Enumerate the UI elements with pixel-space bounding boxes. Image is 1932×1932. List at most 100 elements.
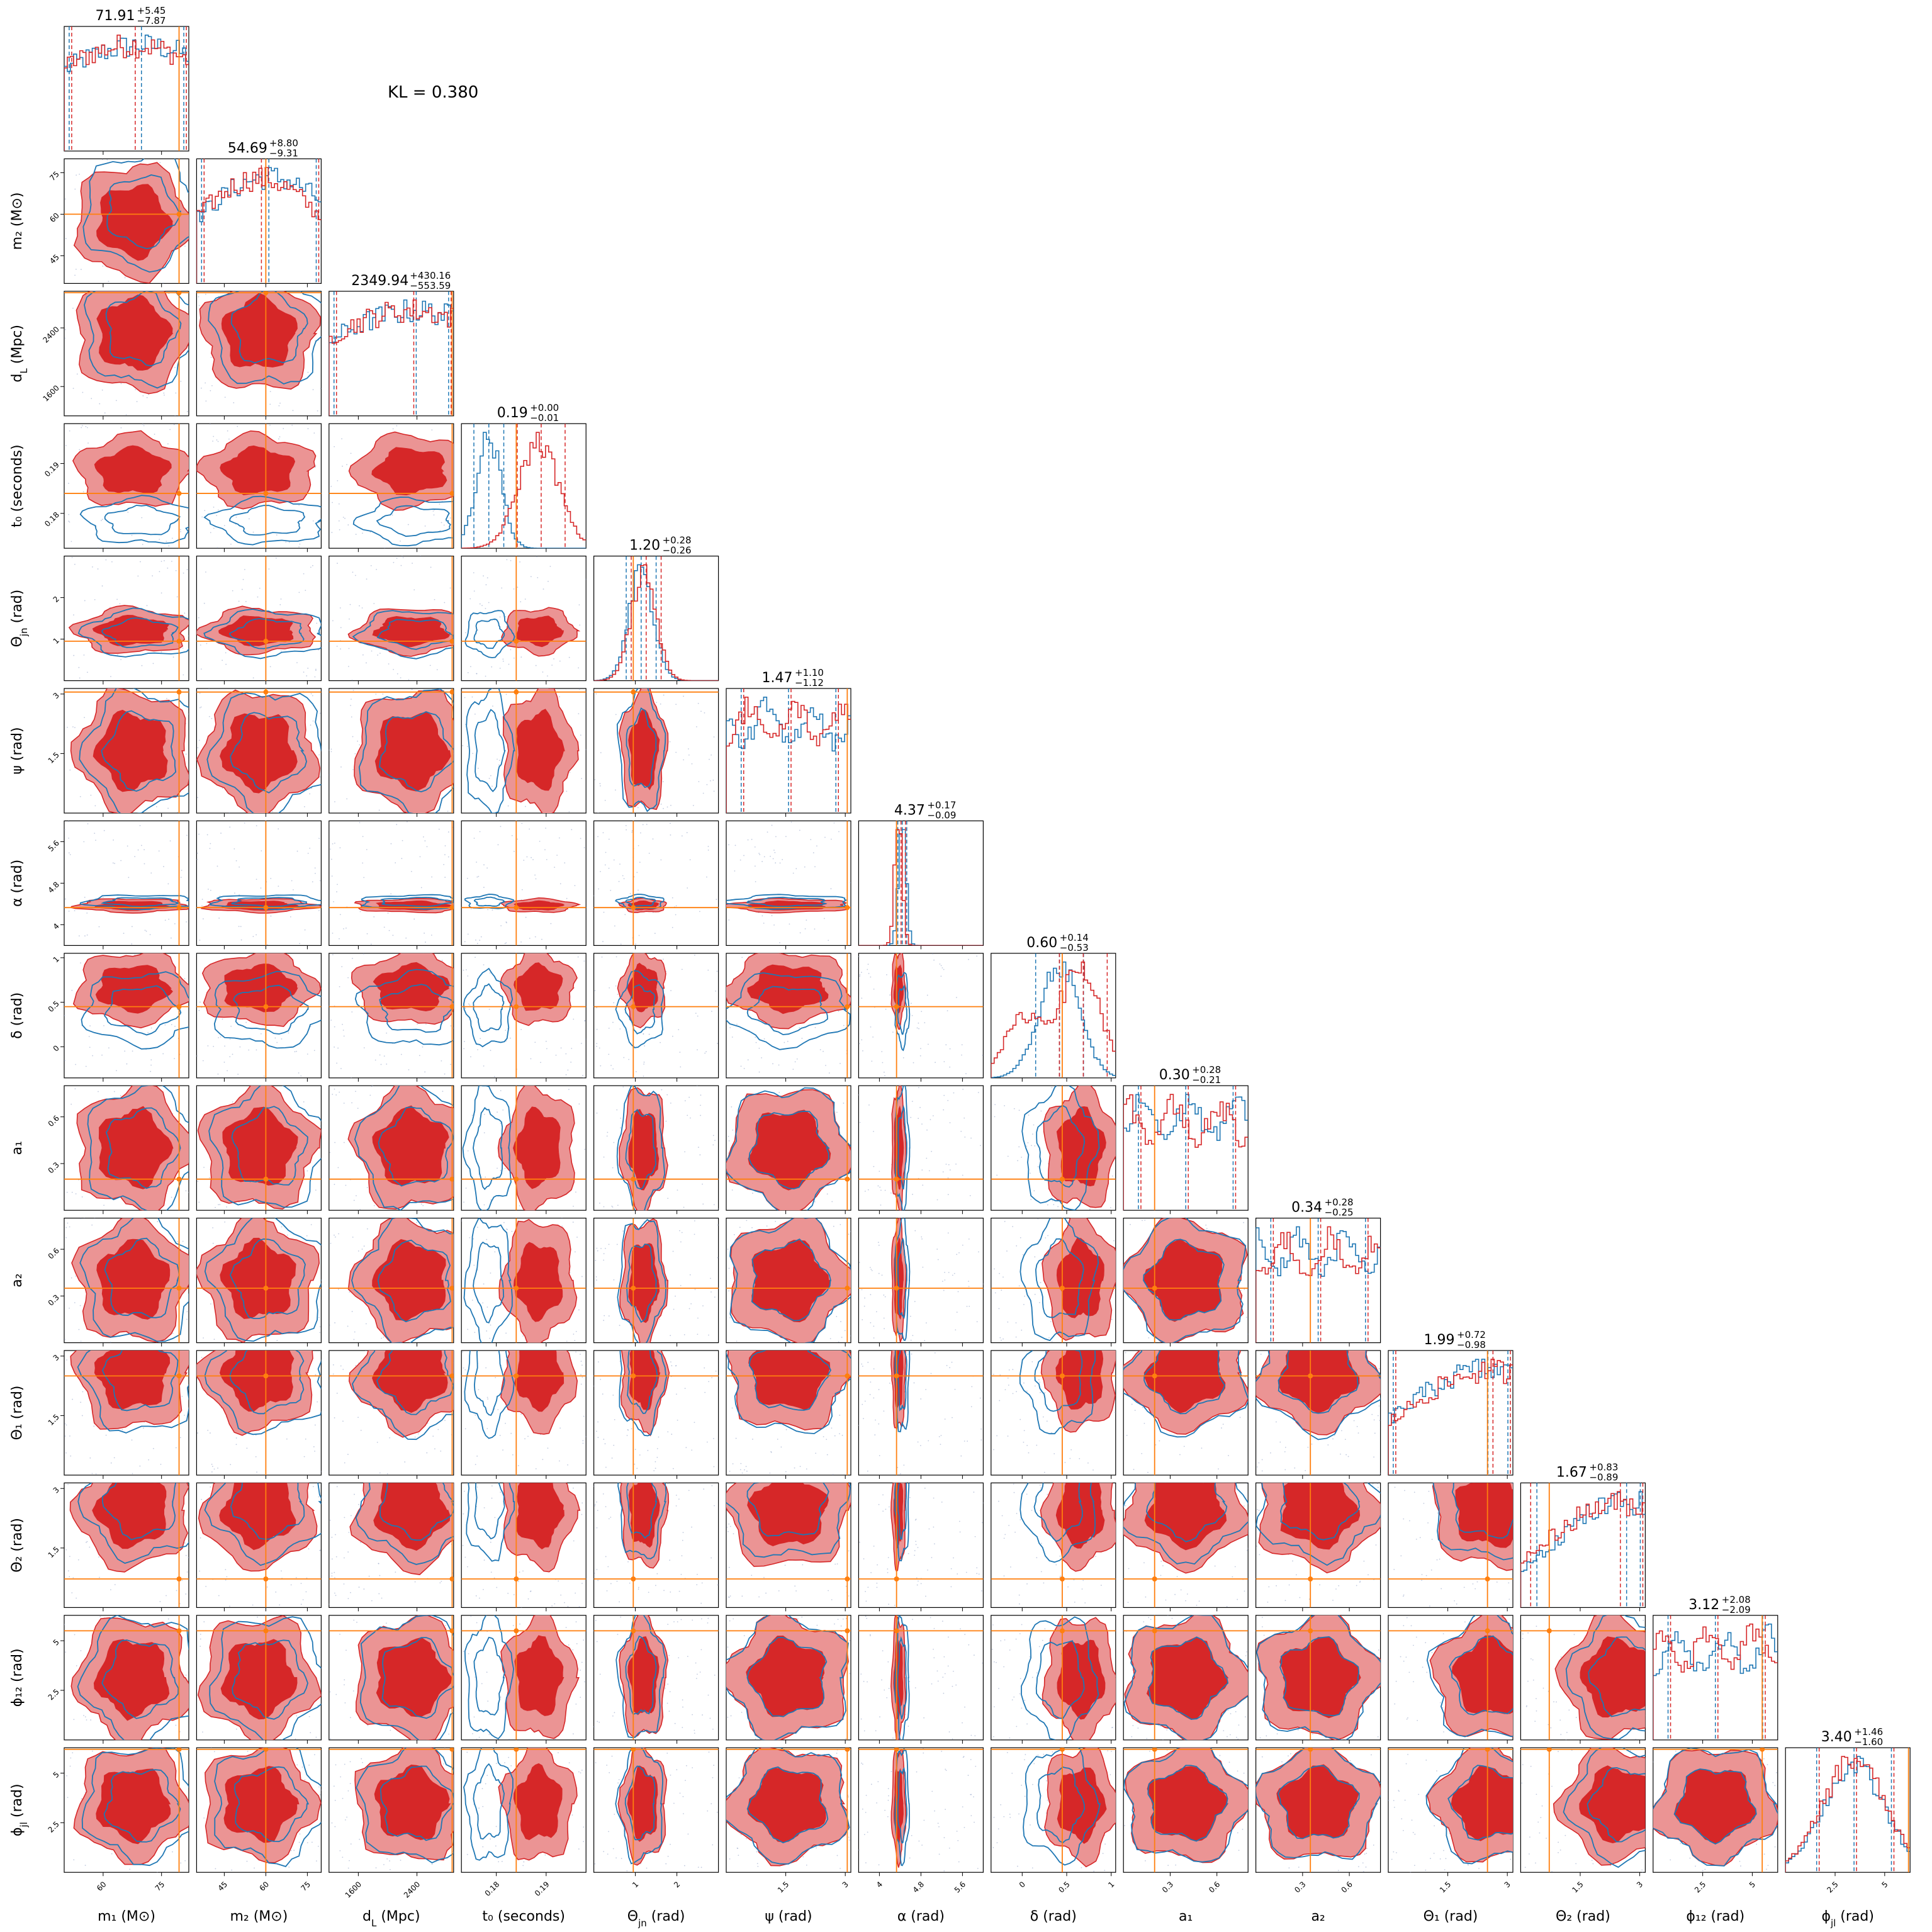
histogram-red-4	[593, 564, 719, 681]
contour-blue	[1035, 1640, 1085, 1719]
contour-panel-9-2	[329, 1217, 454, 1347]
contour-blue	[232, 1639, 308, 1720]
truth-point	[1152, 1628, 1157, 1634]
y-axis-label-9: a₂	[9, 1273, 25, 1287]
x-tick-label: 60	[95, 1880, 108, 1893]
x-tick-label: 0.18	[483, 1880, 502, 1898]
truth-point	[176, 1176, 182, 1182]
panel-title-10: 1.99	[1424, 1332, 1455, 1348]
truth-point	[894, 1628, 899, 1634]
x-axis-label-12: ϕ₁₂ (rad)	[1686, 1909, 1744, 1924]
panel-title-12: 3.12	[1688, 1597, 1719, 1613]
x-tick-label: 75	[154, 1880, 167, 1893]
contour-red	[1451, 1635, 1513, 1714]
y-tick-label: 0.5	[47, 999, 61, 1014]
panel-title-minus-7: −0.53	[1060, 942, 1089, 953]
y-tick-label: 5	[52, 1770, 61, 1780]
contour-blue	[358, 688, 454, 813]
contour-blue	[380, 896, 454, 907]
y-tick-label: 3	[52, 691, 61, 700]
contour-panel-9-3	[461, 1217, 587, 1347]
contour-blue	[101, 1351, 179, 1412]
contour-blue	[894, 1483, 910, 1562]
histogram-blue-13	[1785, 1756, 1911, 1873]
contour-blue	[1255, 1351, 1381, 1441]
histogram-panel-1: 54.69 +8.80−9.31	[196, 137, 322, 288]
contour-blue	[615, 1748, 664, 1865]
truth-point	[263, 1004, 269, 1009]
contour-blue	[203, 495, 322, 546]
truth-point	[845, 1004, 850, 1009]
contour-red	[372, 615, 451, 648]
truth-point	[263, 905, 269, 911]
histogram-panel-13: 3.40 +1.46−1.60 2.5 5	[1785, 1726, 1911, 1894]
contour-red	[746, 1635, 826, 1717]
y-tick-label: 3	[52, 1485, 61, 1495]
contour-blue	[376, 619, 454, 650]
contour-blue	[625, 1635, 657, 1716]
panel-title-minus-13: −1.60	[1854, 1736, 1883, 1748]
truth-point	[514, 1628, 519, 1634]
contour-red	[1579, 1765, 1646, 1844]
contour-blue	[894, 1351, 911, 1432]
x-tick-label: 1.5	[1438, 1880, 1452, 1894]
contour-panel-10-1	[196, 1350, 322, 1479]
contour-blue	[1563, 1748, 1646, 1868]
contour-blue	[1123, 1615, 1249, 1740]
contour-blue	[1255, 1748, 1381, 1860]
contour-panel-12-2	[329, 1615, 454, 1744]
y-axis-label-13: ϕjl (rad)	[9, 1783, 30, 1836]
contour-panel-12-3	[461, 1615, 587, 1744]
contour-blue	[473, 1763, 505, 1840]
truth-point	[449, 491, 454, 497]
contour-red	[96, 295, 174, 371]
contour-blue	[746, 986, 828, 1035]
panel-title-13: 3.40	[1821, 1729, 1852, 1745]
contour-red	[98, 1106, 174, 1189]
contour-blue	[1036, 1104, 1086, 1188]
contour-panel-7-6	[858, 953, 984, 1082]
contour-red	[376, 1637, 453, 1717]
contour-blue	[1653, 1748, 1778, 1867]
y-axis-label-6: α (rad)	[9, 860, 25, 907]
truth-point	[514, 1004, 519, 1009]
contour-blue	[1035, 1238, 1084, 1318]
contour-blue	[1255, 1483, 1381, 1566]
y-tick-label: 75	[48, 169, 61, 183]
contour-blue	[1673, 1768, 1757, 1845]
panel-title-1: 54.69	[228, 140, 267, 156]
truth-point	[263, 1373, 269, 1379]
contour-blue	[1148, 1636, 1229, 1720]
x-tick-label: 2.5	[1825, 1880, 1839, 1894]
contour-panel-11-4	[593, 1482, 719, 1612]
truth-point	[1152, 1576, 1157, 1581]
histogram-panel-12: 3.12 +2.08−2.09	[1653, 1594, 1778, 1744]
panel-title-minus-12: −2.09	[1722, 1604, 1751, 1615]
contour-blue	[464, 894, 515, 909]
contour-blue	[79, 688, 189, 813]
contour-panel-10-7	[991, 1350, 1116, 1479]
contour-red	[513, 1106, 561, 1189]
x-tick-label: 0.3	[1160, 1880, 1175, 1894]
contour-blue	[104, 985, 182, 1036]
contour-panel-8-1	[196, 1085, 322, 1215]
contour-blue	[230, 291, 308, 364]
y-axis-label-11: Θ₂ (rad)	[9, 1518, 25, 1573]
contour-panel-13-6: 4 4.8 5.6	[858, 1747, 984, 1894]
contour-panel-10-3	[461, 1350, 587, 1479]
y-axis-label-7: δ (rad)	[9, 992, 25, 1039]
truth-point	[845, 1628, 850, 1634]
contour-blue	[355, 1483, 454, 1565]
contour-blue	[616, 688, 666, 812]
truth-point	[176, 491, 182, 497]
contour-red	[374, 1764, 451, 1840]
contour-blue	[229, 1351, 305, 1415]
x-axis-label-2: dL (Mpc)	[362, 1909, 420, 1929]
x-tick-label: 3	[841, 1880, 850, 1889]
contour-blue	[1019, 1218, 1099, 1342]
x-tick-label: 0.6	[1207, 1880, 1222, 1894]
contour-panel-9-8	[1123, 1217, 1249, 1347]
truth-point	[176, 1748, 182, 1752]
histogram-blue-0	[64, 35, 189, 151]
